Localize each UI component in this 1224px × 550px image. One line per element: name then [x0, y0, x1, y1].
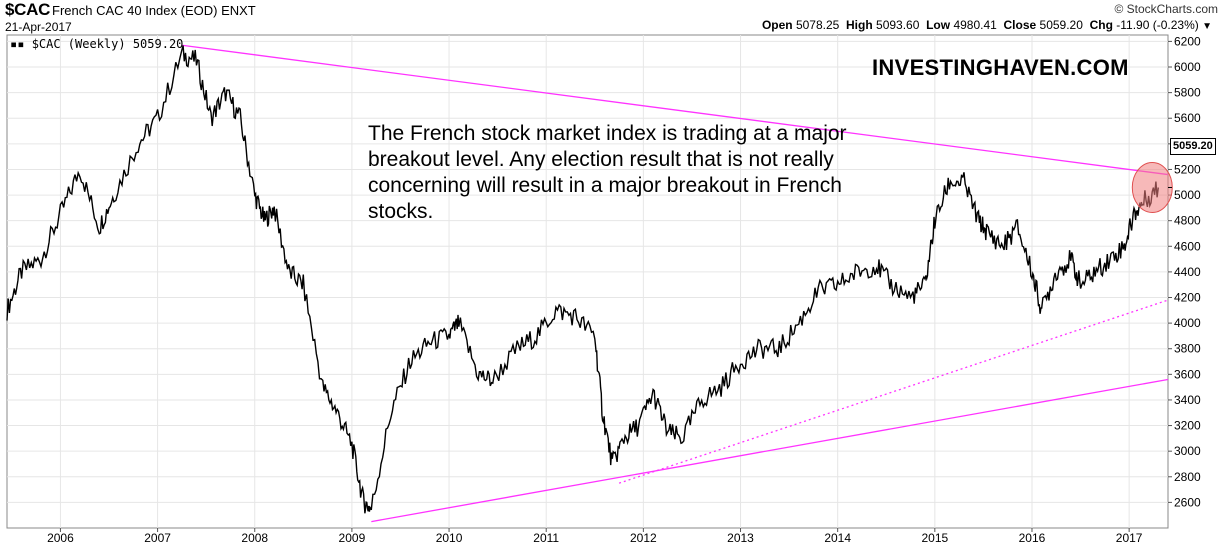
series-legend: ▪▪ $CAC (Weekly) 5059.20 [10, 37, 183, 51]
high-label: High [846, 18, 873, 32]
y-tick-label: 4200 [1174, 291, 1201, 305]
x-tick-label: 2008 [241, 531, 268, 545]
x-tick-label: 2007 [144, 531, 171, 545]
open-value: 5078.25 [795, 18, 840, 32]
chart-annotation: The French stock market index is trading… [368, 122, 847, 223]
legend-text: $CAC (Weekly) 5059.20 [31, 37, 184, 51]
exchange-label: ENXT [221, 3, 256, 18]
plot-frame [6, 34, 1169, 529]
chg-value: -11.90 (-0.23%) [1116, 18, 1199, 32]
y-tick-label: 5000 [1174, 188, 1201, 202]
open-label: Open [761, 18, 793, 32]
x-tick-label: 2012 [630, 531, 657, 545]
trendline-dotted-2 [618, 299, 1169, 484]
trendline-solid-1 [371, 378, 1169, 523]
y-tick-label: 6200 [1174, 34, 1201, 48]
low-label: Low [926, 18, 951, 32]
y-tick-label: 5200 [1174, 162, 1201, 176]
y-tick-label: 4000 [1174, 316, 1201, 330]
trendline-solid-0 [181, 44, 1169, 176]
x-tick-label: 2011 [533, 531, 559, 545]
y-tick-label: 2800 [1174, 470, 1201, 484]
y-tick-label: 2600 [1174, 495, 1201, 509]
ohlc-readout: Open 5078.25 High 5093.60 Low 4980.41 Cl… [762, 18, 1212, 32]
index-full-name: French CAC 40 Index (EOD) [52, 3, 218, 18]
chg-label: Chg [1089, 18, 1113, 32]
high-value: 5093.60 [876, 18, 920, 32]
y-tick-label: 5800 [1174, 86, 1201, 100]
y-tick-label: 3200 [1174, 419, 1201, 433]
y-tick-label: 3800 [1174, 342, 1201, 356]
legend-swatch-icon: ▪▪ [10, 37, 25, 51]
breakout-highlight [1131, 161, 1173, 213]
x-tick-label: 2006 [47, 531, 74, 545]
close-label: Close [1003, 18, 1037, 32]
chart-date: 21-Apr-2017 [5, 20, 72, 34]
source-credit[interactable]: © StockCharts.com [1114, 2, 1218, 16]
y-tick-label: 3000 [1174, 444, 1201, 458]
price-line [6, 45, 1159, 514]
close-value: 5059.20 [1039, 18, 1083, 32]
y-tick-label: 6000 [1174, 60, 1201, 74]
x-tick-label: 2014 [824, 531, 851, 545]
x-tick-label: 2013 [727, 531, 754, 545]
x-tick-label: 2009 [339, 531, 366, 545]
x-tick-label: 2015 [921, 531, 948, 545]
last-price-label: 5059.20 [1170, 138, 1216, 155]
index-name: French CAC 40 Index (EOD) ENXT [52, 3, 256, 18]
y-tick-label: 3600 [1174, 367, 1201, 381]
y-tick-label: 3400 [1174, 393, 1201, 407]
y-tick-label: 4400 [1174, 265, 1201, 279]
y-tick-label: 4600 [1174, 239, 1201, 253]
y-tick-label: 5600 [1174, 111, 1201, 125]
x-tick-label: 2010 [436, 531, 463, 545]
low-value: 4980.41 [953, 18, 997, 32]
brand-watermark: INVESTINGHAVEN.COM [872, 55, 1129, 80]
x-tick-label: 2017 [1116, 531, 1143, 545]
ticker-symbol: $CAC [5, 0, 51, 19]
y-tick-label: 4800 [1174, 214, 1201, 228]
dropdown-arrow-icon[interactable]: ▼ [1202, 21, 1212, 32]
x-tick-label: 2016 [1019, 531, 1046, 545]
